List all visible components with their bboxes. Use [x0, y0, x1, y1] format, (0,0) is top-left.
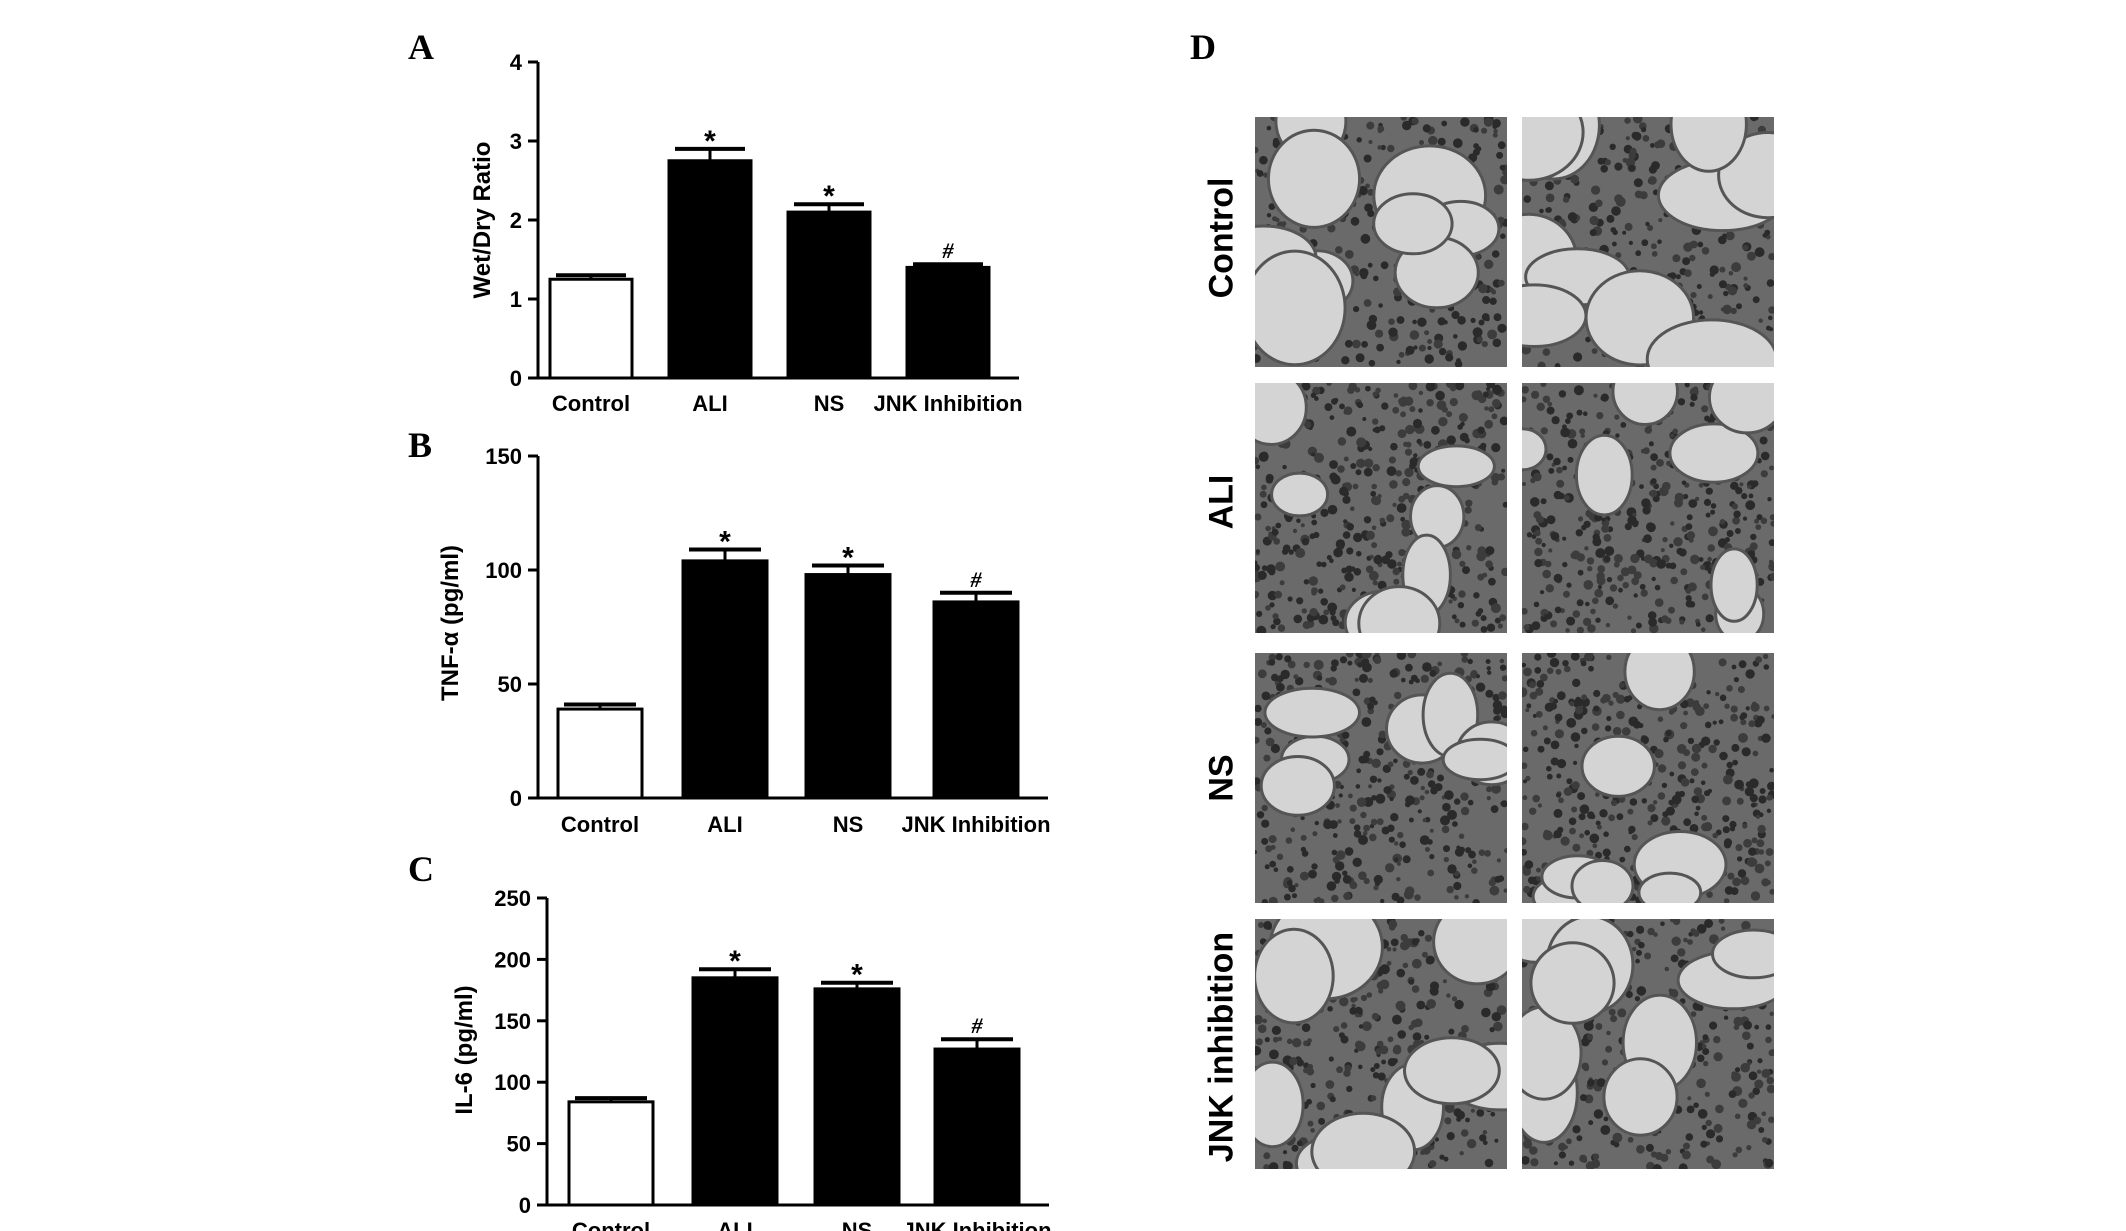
y-tick-label-c: 100 [494, 1070, 531, 1095]
bar-a [548, 277, 634, 380]
panel-letter-c: C [408, 849, 434, 889]
micrograph-ali-2 [1522, 383, 1774, 633]
category-label-c: NS [842, 1218, 873, 1231]
row-label-ali: ALI [1202, 474, 1241, 530]
significance-marker-b: * [719, 525, 731, 558]
bar-b [932, 600, 1020, 800]
bar-c [813, 987, 901, 1207]
row-label-jnk-inhibition: JNK inhibition [1202, 931, 1241, 1163]
y-tick-label-b: 50 [498, 672, 522, 697]
category-label-a: JNK Inhibition [873, 391, 1022, 416]
bar-c [567, 1100, 655, 1207]
y-axis-label-b: TNF-α (pg/ml) [437, 545, 464, 701]
bar-a [786, 210, 872, 380]
bar-charts: 0 1 2 3 4 Wet/Dry Ratio Control ALI * NS * JNK Inhi… [437, 50, 1052, 1231]
significance-marker-a: * [823, 180, 835, 213]
y-tick-label-b: 150 [485, 444, 522, 469]
y-axis-label-a: Wet/Dry Ratio [469, 142, 496, 299]
bar-c [691, 976, 779, 1207]
micrograph-ali-1 [1255, 383, 1507, 633]
category-label-b: JNK Inhibition [901, 812, 1050, 837]
category-label-c: JNK Inhibition [902, 1218, 1051, 1231]
y-tick-label-a: 1 [510, 287, 522, 312]
y-tick-label-c: 250 [494, 886, 531, 911]
y-tick-label-a: 4 [510, 50, 523, 75]
y-tick-label-c: 50 [507, 1132, 531, 1157]
bar-b [681, 559, 769, 800]
panel-letter-a: A [408, 27, 434, 67]
category-label-b: ALI [707, 812, 742, 837]
y-tick-label-a: 0 [510, 366, 522, 391]
row-label-control: Control [1202, 177, 1241, 299]
bar-b [556, 707, 644, 800]
significance-marker-c: # [971, 1013, 984, 1038]
significance-marker-a: * [704, 125, 716, 158]
y-tick-label-b: 100 [485, 558, 522, 583]
category-label-a: Control [552, 391, 630, 416]
panel-letter-d: D [1190, 27, 1216, 67]
bar-a [667, 159, 753, 380]
category-label-c: ALI [717, 1218, 752, 1231]
row-label-ns: NS [1202, 754, 1241, 802]
y-tick-label-c: 0 [519, 1193, 531, 1218]
micrograph-jnk-inhibition-1 [1255, 919, 1507, 1169]
y-tick-label-b: 0 [510, 786, 522, 811]
bar-c [933, 1047, 1021, 1207]
y-tick-label-a: 2 [510, 208, 522, 233]
bar-a [905, 265, 991, 380]
micrograph-control-1 [1255, 117, 1507, 367]
micrograph-ns-2 [1522, 653, 1774, 903]
category-label-c: Control [572, 1218, 650, 1231]
y-tick-label-c: 200 [494, 947, 531, 972]
category-label-a: NS [814, 391, 845, 416]
significance-marker-a: # [942, 238, 955, 263]
micrograph-control-2 [1522, 117, 1774, 367]
y-tick-label-a: 3 [510, 129, 522, 154]
category-label-b: NS [833, 812, 864, 837]
significance-marker-c: * [729, 945, 741, 978]
category-label-b: Control [561, 812, 639, 837]
y-axis-label-c: IL-6 (pg/ml) [451, 985, 478, 1114]
significance-marker-c: * [851, 959, 863, 992]
y-tick-label-c: 150 [494, 1009, 531, 1034]
significance-marker-b: * [842, 541, 854, 574]
micrograph-jnk-inhibition-2 [1522, 919, 1774, 1169]
panel-letter-b: B [408, 425, 433, 465]
micrograph-ns-1 [1255, 653, 1507, 903]
category-label-a: ALI [692, 391, 727, 416]
significance-marker-b: # [970, 567, 983, 592]
bar-b [804, 573, 892, 800]
